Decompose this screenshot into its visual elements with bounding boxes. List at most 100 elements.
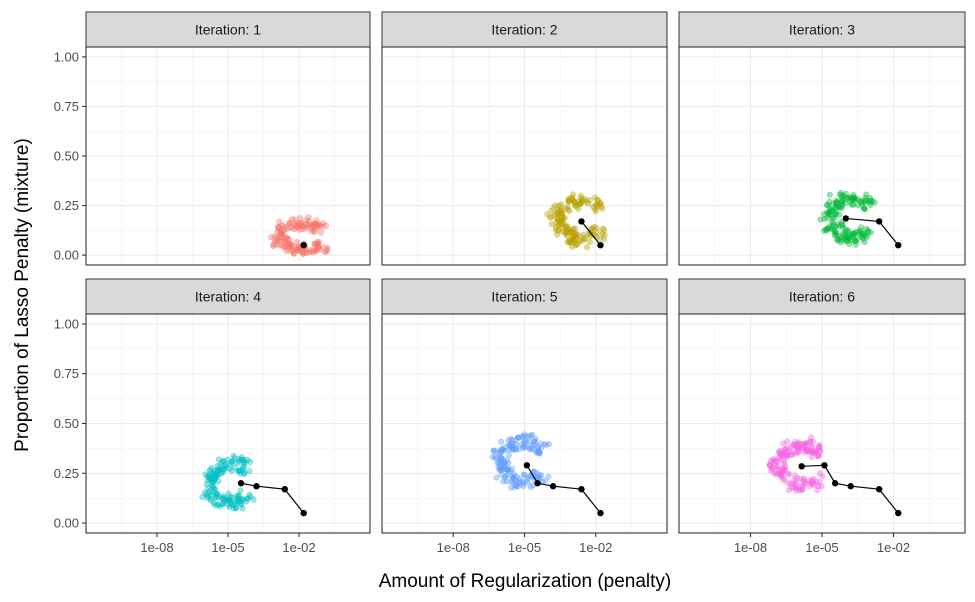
- candidate-point: [235, 492, 242, 499]
- candidate-point: [282, 235, 289, 242]
- candidate-point: [850, 194, 857, 201]
- search-path-point: [842, 215, 850, 222]
- candidate-point: [529, 431, 535, 438]
- candidate-point: [203, 481, 210, 488]
- candidate-point: [770, 456, 777, 462]
- facet-strip: [678, 11, 966, 48]
- candidate-point: [505, 460, 512, 467]
- y-tick-label: 0.25: [54, 466, 79, 481]
- search-path-point: [847, 483, 854, 490]
- candidate-point: [523, 477, 530, 484]
- candidate-point: [232, 464, 238, 471]
- candidate-point: [545, 473, 552, 480]
- y-tick-label: 0.75: [54, 99, 79, 114]
- search-path-point: [895, 509, 902, 517]
- candidate-point: [324, 246, 330, 253]
- candidate-point: [570, 233, 577, 240]
- y-tick-label: 0.25: [54, 198, 79, 213]
- candidate-point: [574, 241, 580, 248]
- candidate-point: [557, 209, 564, 216]
- candidate-point: [238, 454, 245, 461]
- candidate-point: [507, 442, 514, 449]
- candidate-point: [834, 198, 841, 205]
- candidate-point: [797, 475, 804, 482]
- search-path-point: [821, 462, 828, 469]
- search-path-point: [798, 463, 805, 470]
- candidate-point: [513, 483, 520, 490]
- candidate-point: [835, 237, 841, 244]
- candidate-point: [498, 467, 505, 474]
- candidate-point: [597, 235, 604, 242]
- facet-panel: Iteration: 3: [678, 11, 966, 266]
- candidate-point: [312, 220, 319, 227]
- candidate-point: [274, 223, 281, 230]
- candidate-point: [594, 229, 601, 236]
- facet-panel: Iteration: 2: [381, 11, 668, 266]
- candidate-point: [523, 433, 530, 440]
- candidate-point: [785, 480, 792, 486]
- candidate-point: [498, 438, 505, 445]
- candidate-point: [535, 448, 542, 455]
- candidate-point: [230, 452, 237, 459]
- candidate-point: [843, 195, 850, 202]
- search-path-point: [300, 241, 307, 249]
- candidate-point: [564, 239, 571, 246]
- y-tick-label: 0.00: [54, 516, 79, 531]
- candidate-point: [537, 450, 543, 457]
- candidate-point: [290, 251, 297, 257]
- candidate-point: [831, 232, 838, 239]
- candidate-point: [303, 250, 310, 257]
- candidate-point: [852, 238, 859, 245]
- candidate-point: [559, 214, 566, 221]
- candidate-point: [815, 483, 822, 490]
- candidate-point: [553, 219, 560, 226]
- candidate-point: [234, 495, 241, 502]
- search-path-point: [875, 486, 883, 493]
- candidate-point: [569, 243, 576, 250]
- y-axis-title: Proportion of Lasso Penalty (mixture): [12, 138, 33, 452]
- candidate-point: [817, 216, 824, 223]
- facet-strip-label: Iteration: 5: [491, 289, 557, 305]
- candidate-point: [239, 505, 246, 512]
- candidate-point: [225, 490, 232, 497]
- candidate-point: [500, 478, 507, 485]
- candidate-point: [821, 211, 828, 218]
- candidate-point: [832, 231, 839, 238]
- candidate-point: [520, 471, 527, 478]
- candidate-point: [594, 201, 601, 208]
- candidate-point: [276, 218, 283, 225]
- candidate-point: [575, 232, 582, 239]
- candidate-point: [586, 197, 593, 204]
- candidate-point: [814, 453, 821, 460]
- candidate-point: [492, 447, 499, 454]
- facet-strip: [85, 278, 371, 315]
- search-path-point: [597, 509, 604, 517]
- candidate-point: [241, 470, 247, 477]
- candidate-point: [837, 191, 844, 198]
- candidate-point: [857, 229, 864, 236]
- candidate-point: [554, 227, 561, 234]
- candidate-point: [850, 230, 857, 237]
- facet-strip-label: Iteration: 2: [491, 22, 557, 38]
- search-path-point: [549, 483, 557, 490]
- x-axis-title: Amount of Regularization (penalty): [379, 571, 672, 592]
- candidate-point: [780, 465, 787, 472]
- candidate-point: [320, 220, 327, 227]
- panel-border: [678, 46, 966, 266]
- y-tick-label: 1.00: [54, 316, 79, 331]
- facet-panel: Iteration: 6 1e-08 1e-05 1e-02: [678, 278, 966, 555]
- candidate-point: [560, 216, 567, 223]
- facet-strip-label: Iteration: 4: [195, 289, 261, 305]
- search-path-point: [875, 218, 883, 225]
- facet-strip: [85, 11, 371, 48]
- candidate-point: [246, 491, 253, 498]
- candidate-point: [566, 195, 573, 202]
- facet-strip-label: Iteration: 6: [789, 289, 855, 305]
- candidate-point: [215, 456, 222, 463]
- candidate-point: [506, 452, 512, 459]
- candidate-point: [571, 225, 578, 232]
- candidate-point: [310, 220, 317, 227]
- x-tick-label: 1e-08: [140, 540, 173, 555]
- candidate-point: [808, 434, 815, 441]
- candidate-point: [285, 241, 291, 248]
